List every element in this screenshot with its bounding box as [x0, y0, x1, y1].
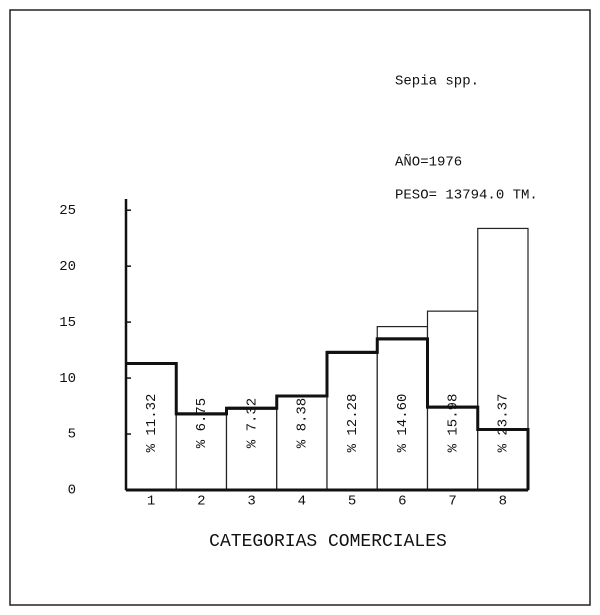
value-label: % 14.60: [395, 394, 411, 453]
x-axis-label: CATEGORIAS COMERCIALES: [209, 532, 447, 552]
bar: [175, 413, 228, 491]
bar: [276, 395, 328, 491]
x-tick-label: 6: [398, 494, 406, 510]
y-tick-label: 10: [59, 371, 76, 387]
value-label: % 12.28: [345, 394, 361, 453]
x-tick-label: 3: [247, 494, 255, 510]
value-label: % 7.32: [244, 398, 260, 448]
y-tick-label: 20: [59, 259, 76, 275]
value-label: % 6.75: [194, 398, 210, 448]
value-label: % 11.32: [144, 394, 160, 453]
x-tick-label: 2: [197, 494, 205, 510]
y-tick-label: 0: [68, 483, 76, 499]
x-tick-label: 8: [499, 494, 507, 510]
x-tick-label: 7: [448, 494, 456, 510]
x-tick-label: 1: [147, 494, 155, 510]
y-tick-label: 15: [59, 315, 76, 331]
value-label: % 23.37: [496, 394, 512, 453]
y-tick-label: 5: [68, 427, 76, 443]
value-label: % 15.98: [445, 394, 461, 453]
annotation: PESO= 13794.0 TM.: [395, 188, 538, 204]
bar: [376, 325, 429, 491]
x-tick-label: 5: [348, 494, 356, 510]
value-label: % 8.38: [295, 398, 311, 448]
x-tick-label: 4: [298, 494, 306, 510]
y-tick-label: 25: [59, 203, 76, 219]
annotation: AÑO=1976: [395, 154, 462, 171]
annotation: Sepia spp.: [395, 74, 479, 90]
frame: [9, 9, 591, 606]
bar: [477, 227, 529, 491]
